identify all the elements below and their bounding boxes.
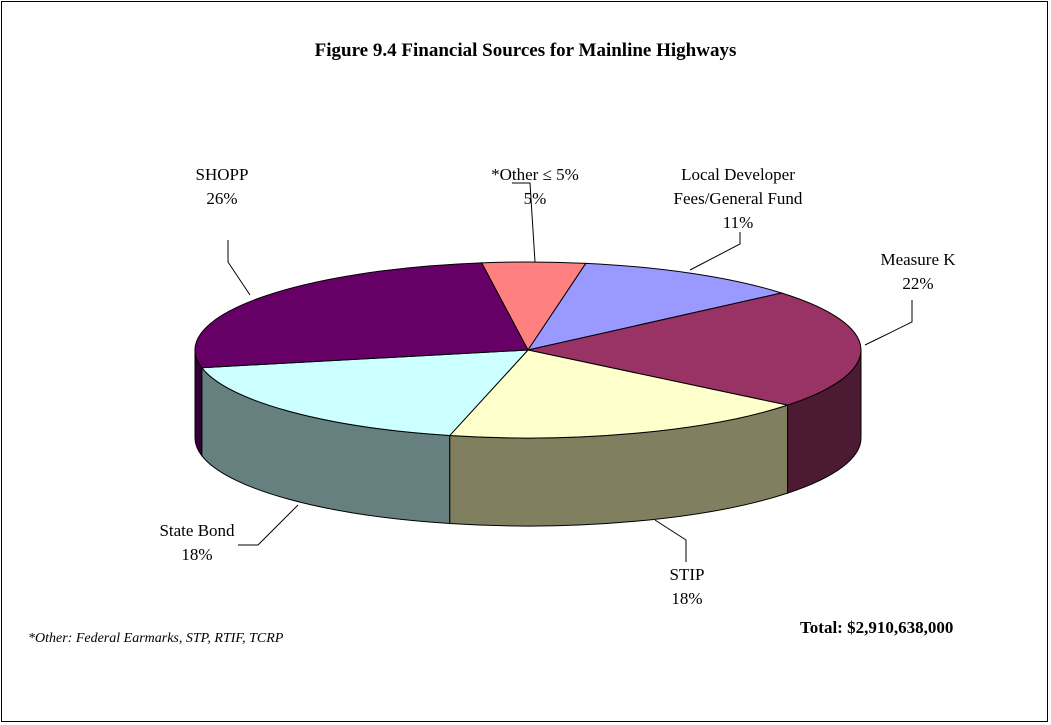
data-label: *Other ≤ 5% 5% <box>455 163 615 211</box>
slice <box>526 262 784 351</box>
leader-line <box>654 519 687 562</box>
value-label: 26% <box>206 189 238 208</box>
category-label: SHOPP <box>195 165 249 184</box>
leader-line <box>864 300 913 346</box>
data-label: State Bond 18% <box>137 519 257 567</box>
data-label: Measure K 22% <box>858 248 978 296</box>
chart-title: Figure 9.4 Financial Sources for Mainlin… <box>314 40 737 61</box>
category-label: State Bond <box>159 521 235 540</box>
leader-line <box>238 504 299 546</box>
leaders <box>227 182 913 562</box>
slice <box>200 349 530 437</box>
data-label: Local Developer Fees/General Fund 11% <box>653 163 823 235</box>
leader-line <box>227 240 251 296</box>
value-label: 11% <box>722 213 754 232</box>
slice <box>194 262 529 369</box>
category-label: *Other ≤ 5% <box>491 165 579 184</box>
value-label: 22% <box>902 274 934 293</box>
category-label: STIP <box>669 565 705 584</box>
category-label: Local Developer Fees/General Fund <box>673 165 803 208</box>
data-label: STIP 18% <box>637 563 737 611</box>
slice <box>448 349 790 439</box>
leader-line <box>689 232 741 271</box>
leader-line <box>512 182 536 263</box>
footnote: *Other: Federal Earmarks, STP, RTIF, TCR… <box>28 631 284 646</box>
data-label: SHOPP 26% <box>172 163 272 211</box>
total: Total: $2,910,638,000 <box>800 618 954 637</box>
value-label: 18% <box>181 545 213 564</box>
value-label: 5% <box>523 189 547 208</box>
tops <box>194 261 862 439</box>
category-label: Measure K <box>880 250 956 269</box>
value-label: 18% <box>671 589 703 608</box>
slice <box>527 292 862 406</box>
